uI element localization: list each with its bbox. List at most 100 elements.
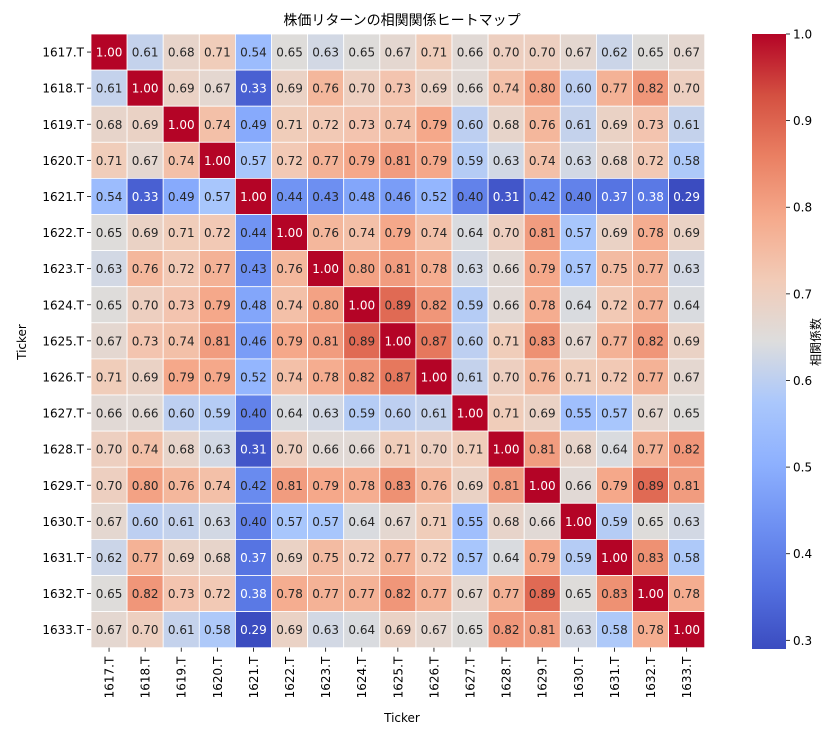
cell-value-label: 0.67	[565, 46, 592, 60]
cell-value-label: 0.37	[601, 190, 628, 204]
cell-value-label: 0.49	[168, 190, 195, 204]
cell-value-label: 0.44	[276, 190, 303, 204]
cell-value-label: 0.70	[276, 443, 303, 457]
cell-value-label: 0.65	[637, 46, 664, 60]
colorbar-tick-label: 0.4	[793, 547, 812, 561]
cell-value-label: 0.71	[493, 407, 520, 421]
heatmap-cell	[379, 539, 417, 576]
colorbar-tick-label: 0.5	[793, 461, 812, 475]
heatmap-cell	[487, 286, 525, 324]
heatmap-cell	[234, 69, 272, 107]
heatmap-cell	[632, 286, 669, 324]
cell-value-label: 0.64	[276, 407, 303, 421]
cell-value-label: 0.77	[384, 551, 411, 565]
cell-value-label: 0.74	[348, 226, 375, 240]
heatmap-cell	[415, 69, 453, 107]
colorbar-tick-label: 0.6	[793, 374, 812, 388]
heatmap-cell	[668, 177, 706, 215]
cell-value-label: 0.33	[132, 190, 159, 204]
x-tick-label: 1624.T	[355, 656, 369, 698]
heatmap-cell	[632, 250, 669, 288]
heatmap-cell	[596, 430, 633, 468]
cell-value-label: 0.82	[637, 334, 664, 348]
cell-value-label: 0.68	[565, 443, 592, 457]
cell-value-label: 0.77	[601, 82, 628, 96]
heatmap-cell	[523, 105, 561, 143]
cell-value-label: 0.37	[240, 551, 267, 565]
cell-value-label: 0.71	[457, 443, 484, 457]
cell-value-label: 0.40	[565, 190, 592, 204]
heatmap-cells	[90, 33, 706, 649]
cell-value-label: 0.70	[348, 82, 375, 96]
cell-value-label: 0.29	[240, 623, 267, 637]
x-axis-label: Ticker	[383, 711, 420, 725]
cell-value-label: 0.76	[132, 262, 159, 276]
heatmap-cell	[343, 358, 381, 396]
y-tick-label: 1619.T	[42, 118, 84, 132]
cell-value-label: 0.66	[132, 407, 159, 421]
cell-value-label: 0.71	[493, 334, 520, 348]
cell-value-label: 0.70	[529, 46, 556, 60]
cell-value-label: 0.77	[637, 370, 664, 384]
y-tick-label: 1631.T	[42, 551, 84, 565]
cell-value-label: 0.87	[421, 334, 448, 348]
x-tick-label: 1630.T	[572, 656, 586, 698]
heatmap-cell	[343, 502, 381, 540]
cell-value-label: 0.77	[204, 262, 231, 276]
x-tick-label: 1628.T	[500, 656, 514, 698]
x-tick-label: 1626.T	[427, 656, 441, 698]
cell-value-label: 0.75	[601, 262, 628, 276]
x-tick-label: 1620.T	[211, 656, 225, 698]
heatmap-cell	[271, 575, 308, 612]
cell-value-label: 0.82	[132, 587, 159, 601]
heatmap-cell	[523, 286, 561, 324]
x-tick-label: 1632.T	[644, 656, 658, 698]
heatmap-cell	[415, 141, 453, 179]
heatmap-cell	[559, 539, 597, 576]
cell-value-label: 0.72	[421, 551, 448, 565]
heatmap-cell	[198, 69, 236, 107]
cell-value-label: 0.68	[493, 118, 520, 132]
heatmap-cell	[126, 611, 164, 649]
heatmap-cell	[271, 430, 308, 468]
cell-value-label: 0.89	[529, 587, 556, 601]
cell-value-label: 0.69	[132, 370, 159, 384]
cell-value-label: 1.00	[529, 479, 556, 493]
heatmap-cell	[487, 539, 525, 576]
cell-value-label: 0.81	[384, 262, 411, 276]
cell-value-label: 0.81	[493, 479, 520, 493]
heatmap-cell	[632, 141, 669, 179]
cell-value-label: 0.74	[204, 479, 231, 493]
cell-value-label: 0.76	[312, 226, 339, 240]
heatmap-cell	[162, 575, 200, 612]
cell-value-label: 1.00	[457, 407, 484, 421]
heatmap-cell	[451, 250, 489, 288]
cell-value-label: 0.63	[312, 407, 339, 421]
cell-value-label: 0.55	[457, 515, 484, 529]
heatmap-cell	[596, 358, 633, 396]
cell-value-label: 0.82	[384, 587, 411, 601]
cell-value-label: 0.78	[529, 298, 556, 312]
cell-value-label: 0.60	[457, 334, 484, 348]
cell-value-label: 0.72	[348, 551, 375, 565]
cell-value-label: 0.33	[240, 82, 267, 96]
heatmap-cell	[415, 430, 453, 468]
heatmap-cell	[307, 430, 345, 468]
cell-value-label: 0.72	[637, 154, 664, 168]
cell-value-label: 0.77	[312, 587, 339, 601]
heatmap-cell	[451, 177, 489, 215]
cell-value-label: 0.72	[601, 298, 628, 312]
cell-value-label: 0.57	[312, 515, 339, 529]
heatmap-cell	[162, 394, 200, 432]
cell-value-label: 0.81	[204, 334, 231, 348]
heatmap-cell	[379, 430, 417, 468]
cell-value-label: 1.00	[132, 82, 159, 96]
heatmap-cell	[596, 177, 633, 215]
colorbar-tick-label: 0.9	[793, 114, 812, 128]
cell-value-label: 0.76	[421, 479, 448, 493]
cell-value-label: 0.80	[132, 479, 159, 493]
heatmap-cell	[523, 214, 561, 251]
cell-value-label: 0.89	[637, 479, 664, 493]
cell-value-label: 0.79	[204, 370, 231, 384]
heatmap-cell	[596, 286, 633, 324]
